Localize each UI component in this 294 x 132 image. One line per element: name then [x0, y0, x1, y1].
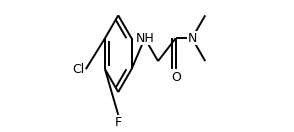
Text: N: N: [187, 32, 197, 45]
Text: F: F: [115, 116, 122, 129]
Text: Cl: Cl: [72, 63, 84, 76]
Text: O: O: [171, 71, 181, 84]
Text: NH: NH: [136, 32, 154, 45]
